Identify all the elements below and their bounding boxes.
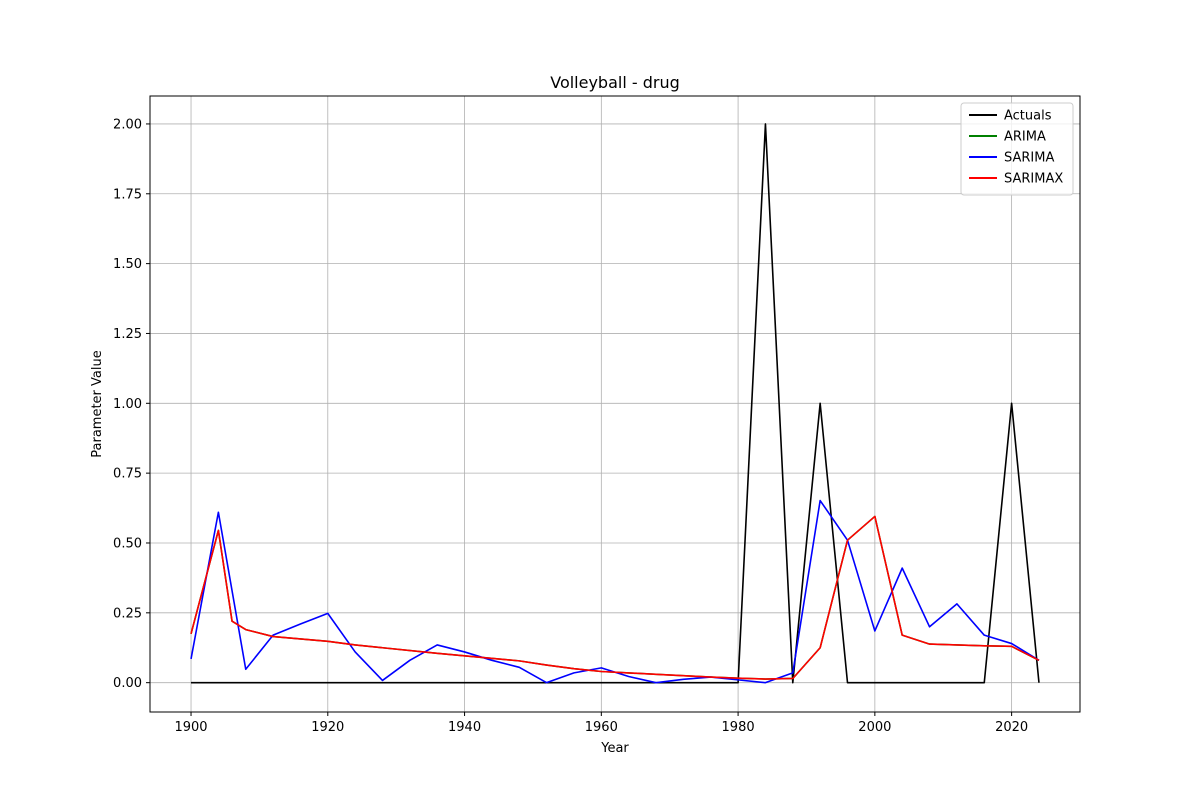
series-line-sarima — [190, 499, 1040, 684]
legend: Actuals ARIMA SARIMA SARIMAX — [960, 102, 1074, 196]
series-line-arima — [190, 515, 1040, 680]
series-line-sarimax — [190, 515, 1040, 680]
legend-label-sarimax: SARIMAX — [1004, 172, 1063, 187]
x-tick-label: 1920 — [311, 720, 344, 735]
x-tick-label: 2000 — [858, 720, 891, 735]
chart-title: Volleyball - drug — [550, 73, 680, 92]
x-tick-label: 1960 — [585, 720, 618, 735]
y-tick-label: 1.50 — [113, 257, 142, 272]
x-tick-label: 2020 — [995, 720, 1028, 735]
series-layer — [190, 123, 1040, 684]
grid-layer — [150, 96, 1080, 712]
y-axis-label: Parameter Value — [90, 350, 105, 457]
x-tick-label: 1940 — [448, 720, 481, 735]
legend-box — [960, 102, 1074, 196]
y-tick-label: 1.75 — [113, 187, 142, 202]
series-line-actuals — [191, 123, 1040, 684]
y-tick-label: 2.00 — [113, 117, 142, 132]
x-tick-label: 1980 — [722, 720, 755, 735]
y-tick-label: 1.25 — [113, 327, 142, 342]
y-tick-label: 0.75 — [113, 467, 142, 482]
y-tick-label: 0.25 — [113, 606, 142, 621]
y-tick-label: 0.00 — [113, 676, 142, 691]
legend-label-sarima: SARIMA — [1004, 151, 1054, 166]
x-tick-label: 1900 — [174, 720, 207, 735]
x-axis-label: Year — [600, 741, 629, 756]
legend-label-arima: ARIMA — [1004, 130, 1046, 145]
legend-label-actuals: Actuals — [1004, 109, 1052, 124]
plot-frame — [149, 95, 1081, 713]
ticks-layer: 1900 1920 1940 1960 1980 2000 2020 0.00 0.25 0.50… — [113, 117, 1028, 735]
y-tick-label: 0.50 — [113, 536, 142, 551]
y-tick-label: 1.00 — [113, 397, 142, 412]
